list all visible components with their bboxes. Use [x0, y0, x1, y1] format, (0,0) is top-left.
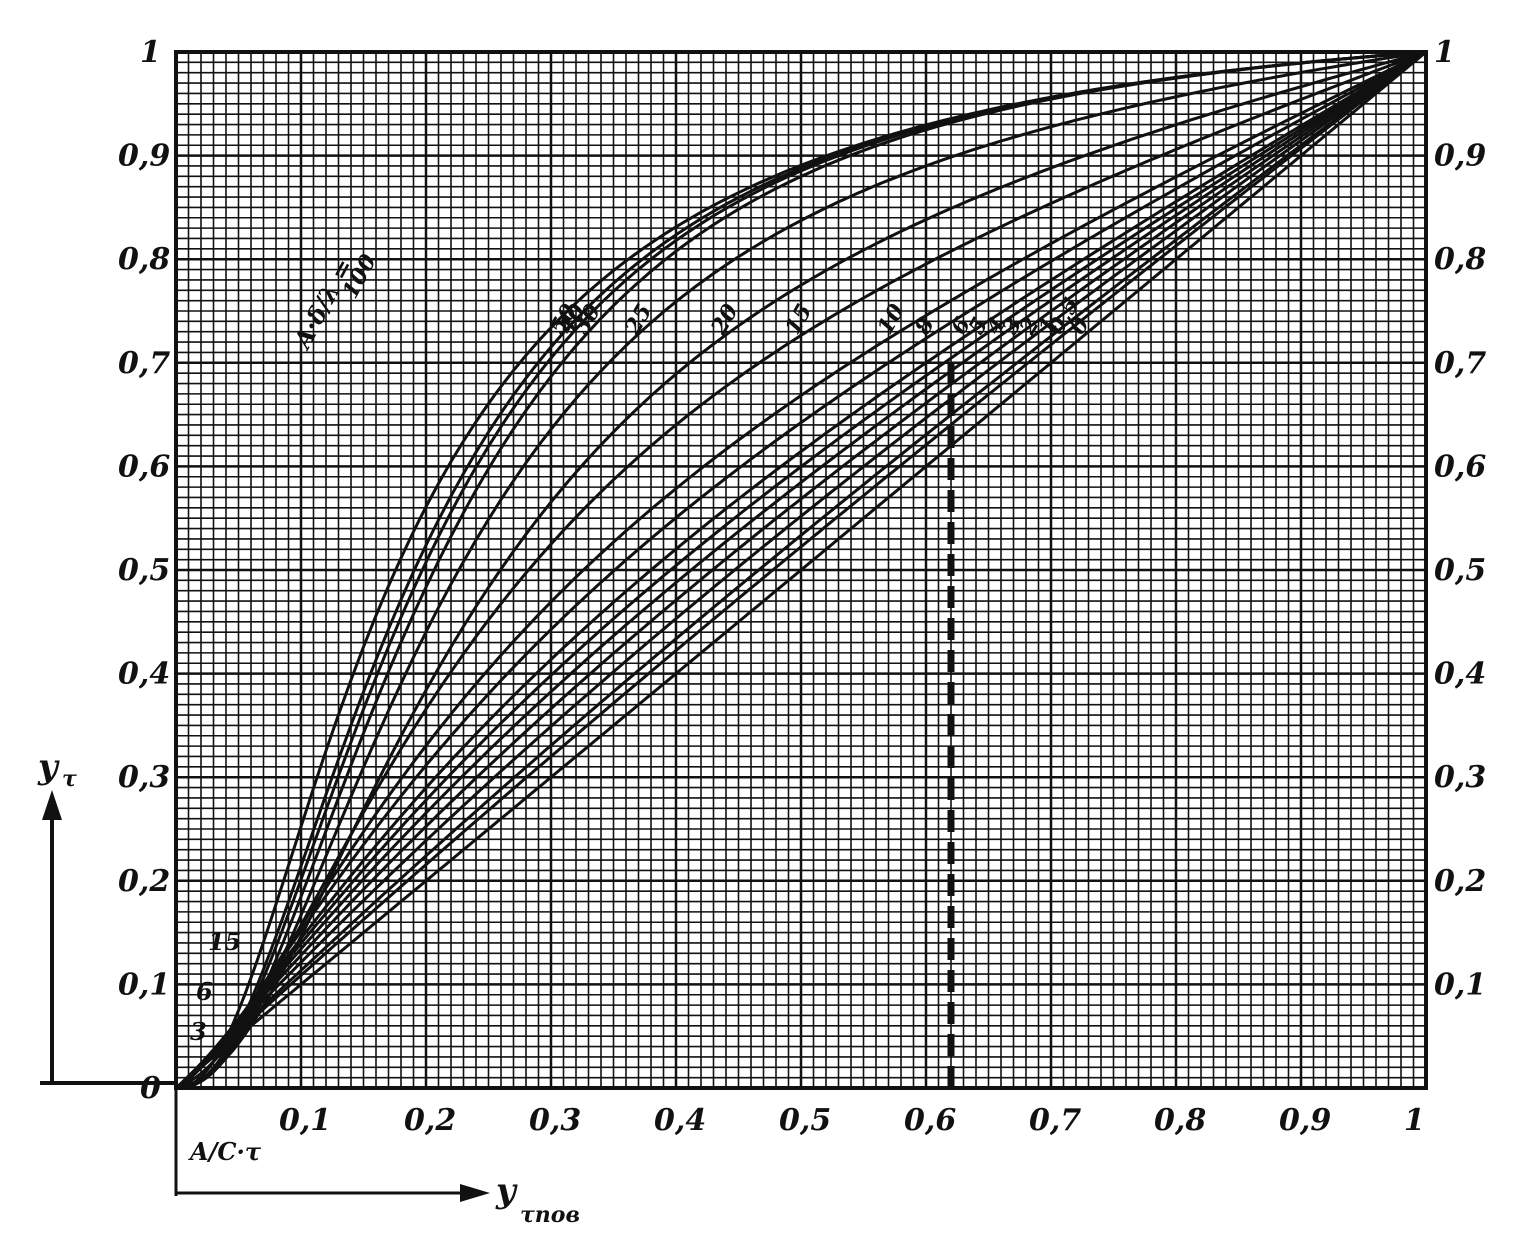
y-tick-label-left: 0 — [140, 1071, 161, 1106]
series-line-8 — [175, 50, 1427, 1090]
series-line-0,5 — [175, 50, 1427, 1090]
x-tick-label: 0,9 — [1279, 1103, 1331, 1138]
x-axis-title: y — [495, 1171, 518, 1211]
inset-label-15: 15 — [208, 927, 241, 956]
y-tick-label-left: 0,7 — [118, 346, 170, 381]
series-line-1 — [174, 50, 1427, 1090]
x-tick-labels: 0,1 0,2 0,3 0,4 0,5 0,6 0,7 0,8 0,9 1 — [279, 1103, 1425, 1138]
y-tick-labels-right: 0,1 0,2 0,3 0,4 0,5 0,6 0,7 0,8 0,9 1 — [1434, 35, 1486, 1002]
series-line-6 — [175, 50, 1427, 1090]
x-tick-label: 0,3 — [529, 1103, 581, 1138]
y-tick-label-right: 0,2 — [1434, 864, 1486, 899]
parameter-label: A·δ/λ = — [287, 254, 359, 355]
y-tick-label-left: 0,8 — [118, 242, 170, 277]
y-tick-label-left: 0,1 — [118, 967, 170, 1002]
x-tick-label: 0,6 — [904, 1103, 956, 1138]
y-tick-label-right: 0,3 — [1434, 760, 1486, 795]
inset-label-3: 3 — [190, 1017, 207, 1046]
series-line-20 — [175, 50, 1427, 1090]
y-tick-label-left: 0,3 — [118, 760, 170, 795]
curves — [174, 50, 1427, 1090]
inset-label-6: 6 — [196, 977, 213, 1006]
y-tick-label-right: 0,6 — [1434, 449, 1486, 484]
series-line-10 — [175, 50, 1427, 1090]
y-tick-label-right: 0,4 — [1434, 657, 1486, 692]
x-tick-label: 0,8 — [1154, 1103, 1206, 1138]
y-tick-labels-left: 0 0,1 0,2 0,3 0,4 0,5 0,6 0,7 0,8 0,9 1 — [118, 35, 170, 1106]
y-tick-label-left: 0,9 — [118, 139, 170, 174]
series-line-15 — [175, 50, 1427, 1090]
plot-frame — [174, 50, 1428, 1090]
series-line-3 — [175, 50, 1427, 1090]
series-line-5 — [175, 50, 1427, 1090]
y-tick-label-left: 0,2 — [118, 864, 170, 899]
y-tick-label-left: 1 — [140, 35, 161, 70]
x-tick-label: 0,1 — [279, 1103, 331, 1138]
y-axis-title: y — [37, 747, 60, 787]
y-tick-label-left: 0,6 — [118, 449, 170, 484]
y-axis-title-sub: τ — [62, 766, 77, 792]
y-tick-label-right: 1 — [1434, 35, 1455, 70]
x-tick-label: 0,5 — [779, 1103, 831, 1138]
x-tick-label: 0,7 — [1029, 1103, 1081, 1138]
y-tick-label-right: 0,8 — [1434, 242, 1486, 277]
curve-label: 0 — [1065, 312, 1096, 339]
x-tick-label: 0,4 — [654, 1103, 706, 1138]
y-tick-label-right: 0,7 — [1434, 346, 1486, 381]
y-tick-label-left: 0,5 — [118, 553, 170, 588]
y-tick-label-right: 0,5 — [1434, 553, 1486, 588]
curve-label: 10 — [872, 299, 910, 339]
series-line-25 — [175, 50, 1427, 1090]
y-tick-label-left: 0,4 — [118, 657, 170, 692]
series-line-4 — [175, 50, 1427, 1090]
y-tick-label-right: 0,9 — [1434, 139, 1486, 174]
y-axis-arrow — [40, 790, 178, 1085]
x-axis-arrow — [174, 1088, 490, 1202]
x-tick-label: 1 — [1404, 1103, 1425, 1138]
series-line-2 — [174, 50, 1427, 1090]
curve-label: 15 — [780, 300, 818, 340]
series-line-0 — [175, 50, 1427, 1090]
corner-label: A/C·τ — [188, 1137, 262, 1166]
y-tick-label-right: 0,1 — [1434, 967, 1486, 1002]
x-tick-label: 0,2 — [404, 1103, 456, 1138]
x-axis-title-sub: τпов — [520, 1202, 580, 1228]
series-line-30 — [175, 50, 1427, 1090]
